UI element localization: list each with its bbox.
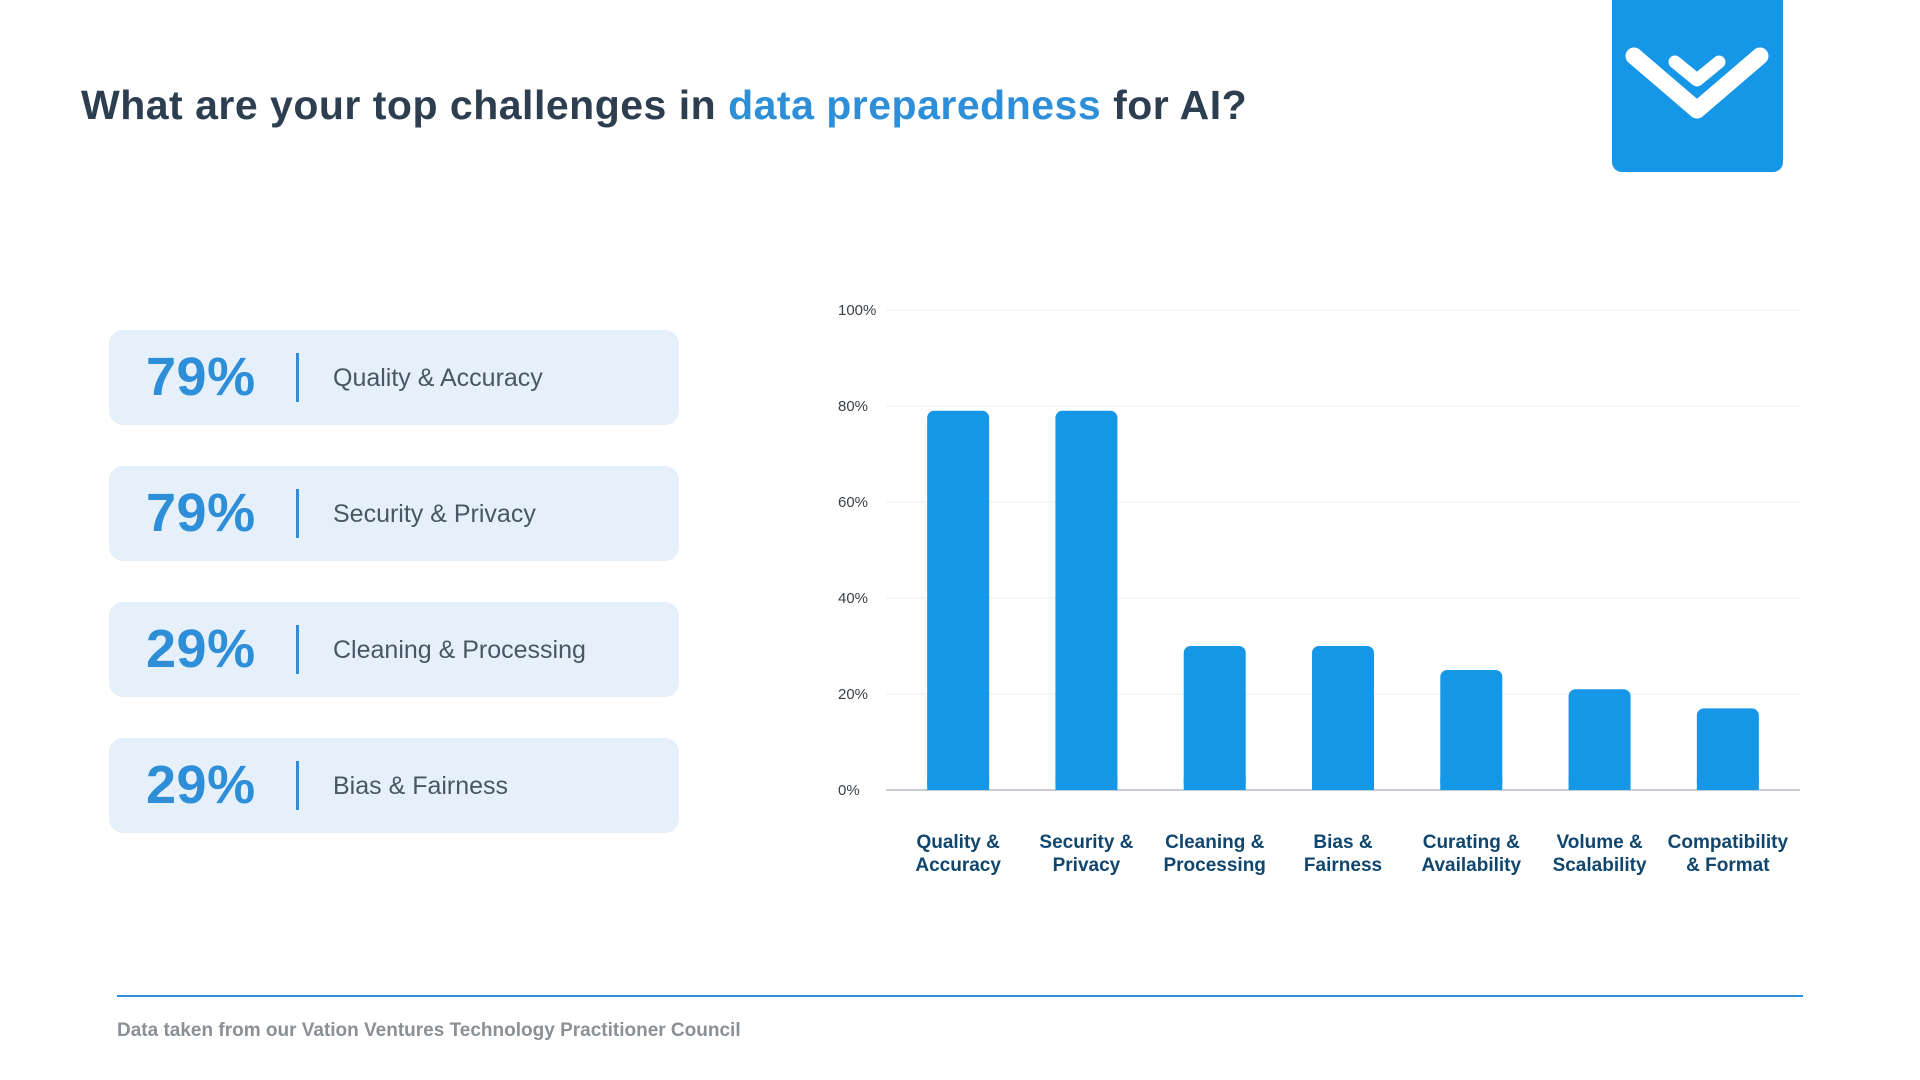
stat-label: Bias & Fairness — [333, 772, 509, 800]
bar-base — [1055, 778, 1118, 790]
x-tick-label-line: Scalability — [1553, 855, 1647, 876]
x-tick-label-line: Bias & — [1313, 832, 1372, 853]
bar — [1696, 708, 1759, 790]
stat-card: 29% Cleaning & Processing — [109, 602, 679, 697]
bar-base — [927, 778, 990, 790]
y-tick-label: 40% — [838, 590, 868, 607]
stat-card: 29% Bias & Fairness — [109, 738, 679, 833]
bar-base — [1312, 778, 1374, 790]
stat-divider — [296, 353, 299, 402]
bar — [1055, 410, 1118, 790]
x-tick-label-line: Cleaning & — [1165, 832, 1265, 853]
stat-label: Cleaning & Processing — [333, 636, 586, 664]
stat-label: Quality & Accuracy — [333, 364, 543, 392]
bar-base — [1183, 778, 1246, 790]
title-text-start: What are your top challenges in — [81, 82, 729, 128]
footer-divider — [117, 995, 1803, 997]
bar — [927, 410, 990, 790]
x-tick-label-line: Availability — [1421, 855, 1521, 876]
page-title: What are your top challenges in data pre… — [81, 82, 1247, 129]
x-tick-label-line: Security & — [1039, 832, 1133, 853]
x-tick-label: Volume & Scalability — [1553, 832, 1647, 876]
stat-card: 79% Quality & Accuracy — [109, 330, 679, 425]
x-tick-label: Compatibility & Format — [1668, 832, 1789, 876]
x-tick-label: Quality & Accuracy — [915, 832, 1001, 876]
title-text-end: for AI? — [1101, 82, 1248, 128]
bar — [1312, 646, 1374, 790]
x-tick-label-line: Quality & — [916, 832, 1000, 853]
title-highlight: data preparedness — [728, 82, 1102, 128]
y-tick-label: 0% — [838, 782, 860, 799]
stat-percent: 79% — [146, 483, 256, 543]
x-tick-label: Bias & Fairness — [1304, 832, 1382, 876]
x-tick-label-line: Fairness — [1304, 855, 1382, 876]
bar — [1183, 646, 1246, 790]
x-tick-label-line: Compatibility — [1668, 832, 1789, 853]
x-tick-label-line: Accuracy — [915, 855, 1001, 876]
bar-base — [1568, 778, 1631, 790]
stat-card: 79% Security & Privacy — [109, 466, 679, 561]
x-tick-label: Cleaning & Processing — [1163, 832, 1265, 876]
brand-logo — [1612, 0, 1783, 172]
y-tick-label: 60% — [838, 494, 868, 511]
bar-base — [1440, 778, 1503, 790]
x-tick-label-line: Processing — [1163, 855, 1265, 876]
x-tick-label-line: Privacy — [1053, 855, 1121, 876]
y-tick-label: 80% — [838, 398, 868, 415]
stat-divider — [296, 625, 299, 674]
bar-chart: 0% 20% 40% 60% 80% 100% Quality & Accuracy Secur… — [838, 302, 1800, 876]
bar — [1440, 670, 1503, 790]
y-tick-label: 20% — [838, 686, 868, 703]
chevron-logo-icon — [1625, 47, 1769, 119]
stat-percent: 79% — [146, 347, 256, 407]
stat-divider — [296, 761, 299, 810]
stat-percent: 29% — [146, 619, 256, 679]
footer-source-note: Data taken from our Vation Ventures Tech… — [117, 1020, 741, 1041]
stat-percent: 29% — [146, 755, 256, 815]
stat-label: Security & Privacy — [333, 500, 536, 528]
x-tick-label-line: & Format — [1686, 855, 1770, 876]
x-tick-label-line: Curating & — [1423, 832, 1520, 853]
y-tick-label: 100% — [838, 302, 876, 319]
x-tick-label: Security & Privacy — [1039, 832, 1133, 876]
x-tick-label: Curating & Availability — [1421, 832, 1521, 876]
x-tick-label-line: Volume & — [1556, 832, 1642, 853]
bar-base — [1696, 778, 1759, 790]
bar — [1568, 689, 1631, 790]
stat-divider — [296, 489, 299, 538]
